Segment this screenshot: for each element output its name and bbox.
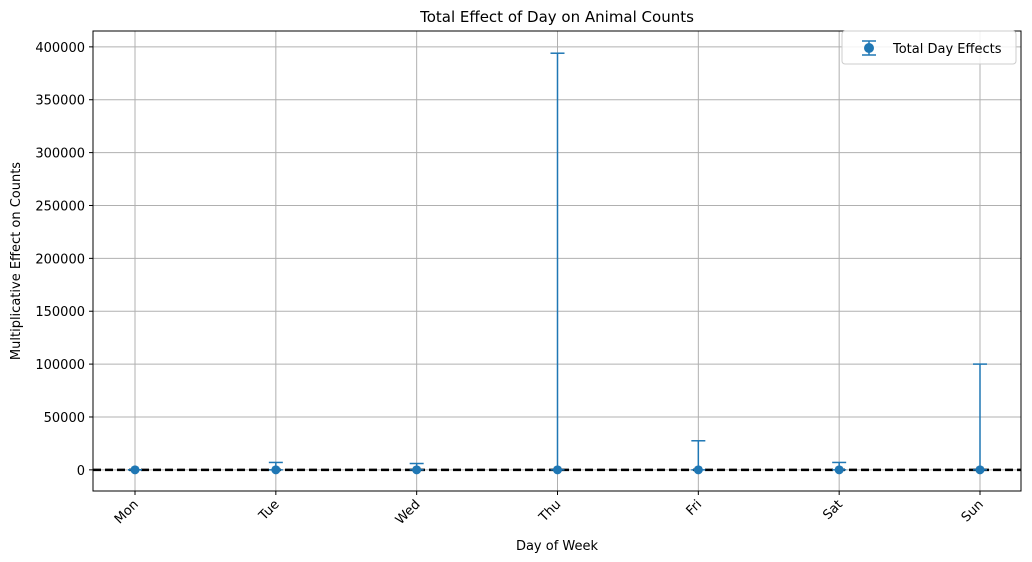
y-tick-label: 400000: [35, 41, 85, 56]
data-point: [271, 465, 281, 475]
y-tick-label: 50000: [44, 411, 85, 426]
y-tick-label: 300000: [35, 147, 85, 162]
x-tick-label: Sun: [959, 497, 987, 525]
data-point: [553, 465, 562, 475]
legend: Total Day Effects: [841, 30, 1017, 65]
y-tick-label: 150000: [35, 305, 85, 320]
y-axis-label: Multiplicative Effect on Counts: [9, 162, 24, 360]
x-tick-label: Wed: [393, 497, 424, 528]
legend-marker-icon: [864, 43, 874, 53]
x-axis: Mon Tue Wed Thu Fri Sat Sun: [112, 491, 987, 528]
x-tick-label: Thu: [536, 497, 565, 526]
data-point: [975, 465, 985, 475]
y-tick-label: 0: [77, 464, 85, 479]
data-point: [834, 465, 844, 475]
chart-title: Total Effect of Day on Animal Counts: [419, 8, 694, 26]
y-tick-label: 350000: [35, 94, 85, 109]
x-axis-label: Day of Week: [516, 539, 599, 554]
y-axis: 0 50000 100000 150000 200000 250000 300000 3500…: [35, 41, 93, 479]
y-tick-label: 250000: [35, 199, 85, 214]
x-tick-label: Mon: [112, 497, 142, 527]
x-tick-label: Fri: [684, 497, 706, 519]
y-tick-label: 200000: [35, 252, 85, 267]
data-point: [412, 465, 422, 475]
data-marks: [128, 52, 987, 475]
data-point: [130, 465, 140, 475]
legend-label: Total Day Effects: [892, 42, 1002, 57]
x-tick-label: Tue: [256, 497, 283, 524]
x-tick-label: Sat: [820, 497, 846, 523]
legend-box: [841, 30, 1017, 65]
data-point: [693, 465, 703, 475]
y-tick-label: 100000: [35, 358, 85, 373]
